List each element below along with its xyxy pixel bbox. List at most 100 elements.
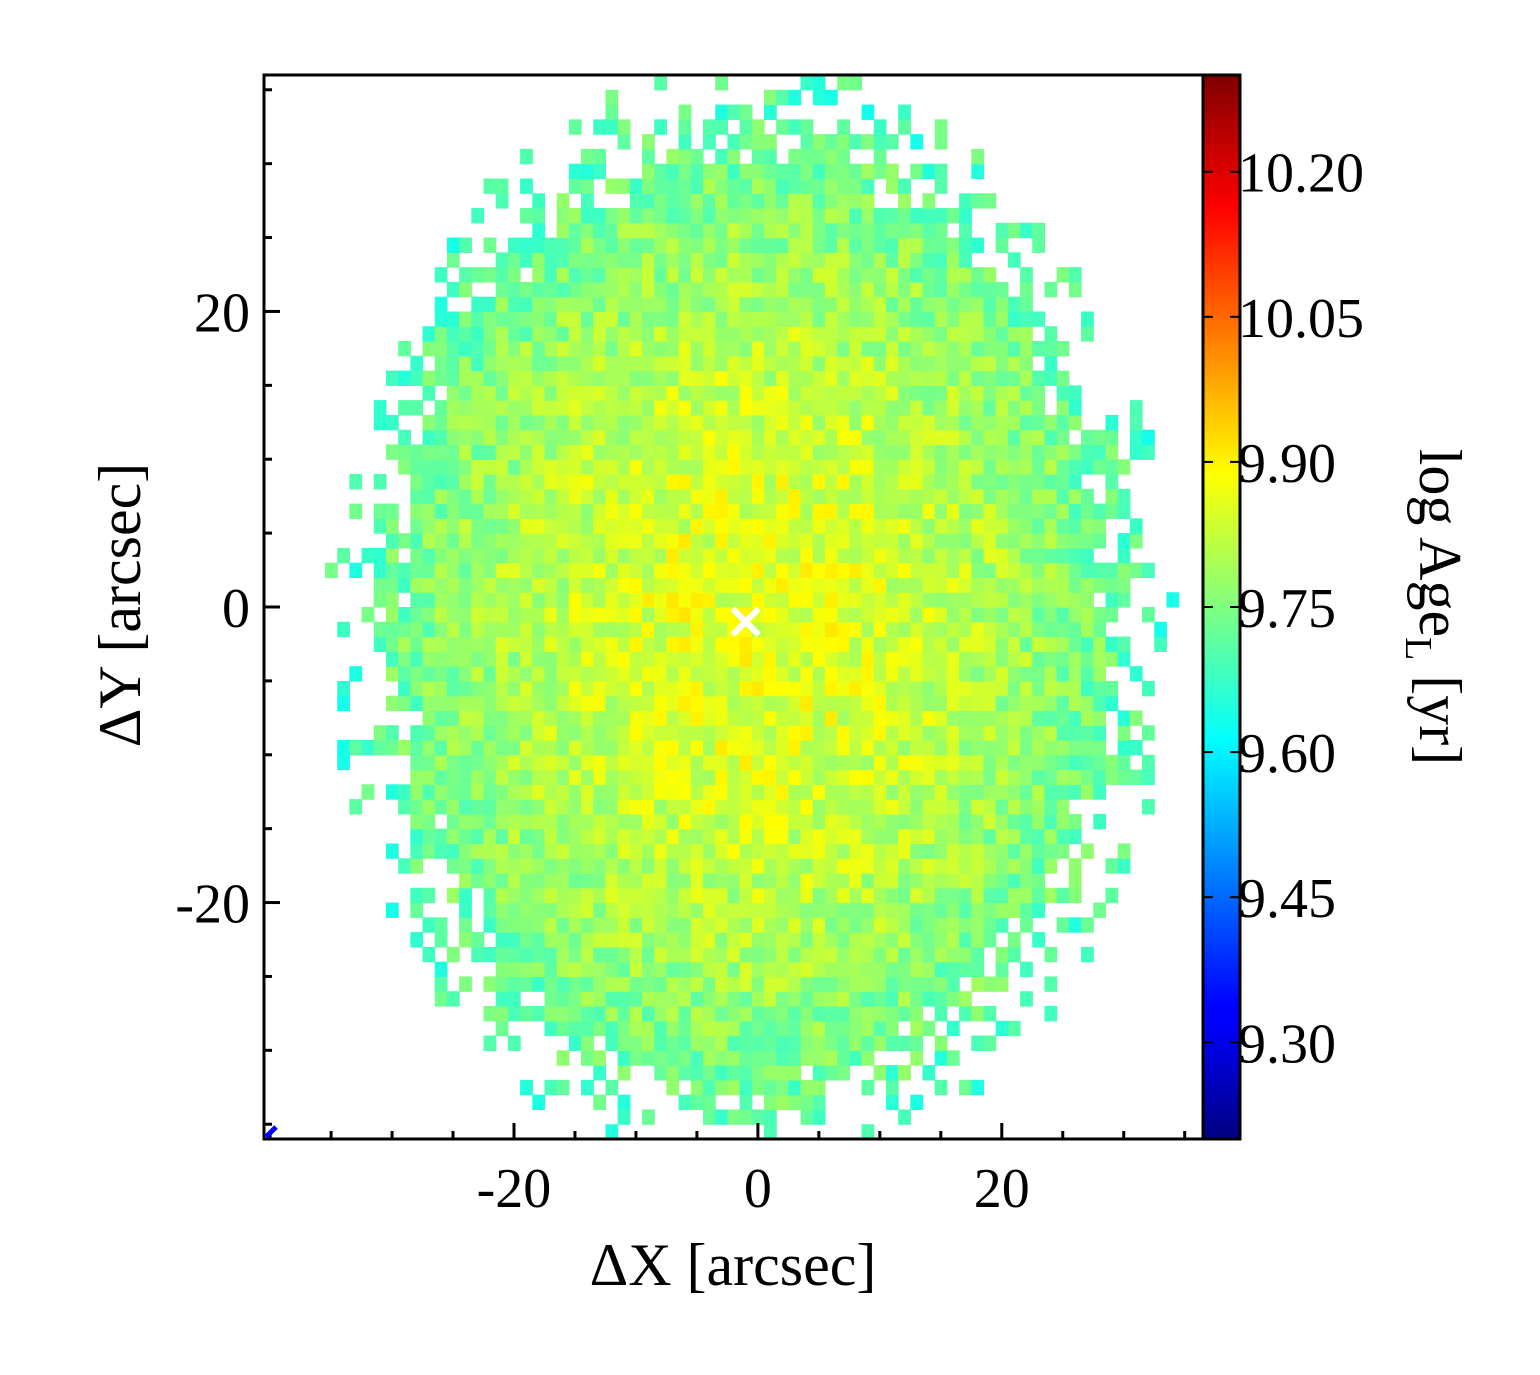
map-pixel <box>1142 769 1155 785</box>
map-pixel <box>581 385 594 401</box>
map-pixel <box>715 1006 728 1022</box>
map-pixel <box>983 518 997 534</box>
map-pixel <box>629 547 643 564</box>
map-pixel <box>812 621 826 638</box>
map-pixel <box>959 503 972 519</box>
map-pixel <box>654 946 668 963</box>
map-pixel <box>824 651 838 667</box>
map-pixel <box>788 222 802 239</box>
map-pixel <box>568 474 582 490</box>
map-pixel <box>385 740 399 756</box>
map-pixel <box>495 562 509 579</box>
map-pixel <box>812 326 826 342</box>
map-pixel <box>1032 400 1046 416</box>
map-pixel <box>483 414 497 431</box>
map-pixel <box>703 474 716 490</box>
map-pixel <box>959 577 972 593</box>
map-pixel <box>727 858 741 874</box>
map-pixel <box>617 134 631 150</box>
map-pixel <box>983 784 997 800</box>
map-pixel <box>934 710 948 726</box>
map-pixel <box>1056 474 1070 490</box>
map-pixel <box>568 1035 582 1051</box>
map-pixel <box>544 754 558 771</box>
map-pixel <box>410 651 424 667</box>
map-pixel <box>690 917 704 933</box>
map-pixel <box>385 621 399 638</box>
map-pixel <box>471 577 485 593</box>
map-pixel <box>568 769 582 785</box>
map-pixel <box>532 873 546 889</box>
map-pixel <box>629 193 643 209</box>
map-pixel <box>1044 592 1058 608</box>
map-pixel <box>739 311 753 327</box>
map-pixel <box>617 547 631 564</box>
map-pixel <box>873 503 887 519</box>
map-pixel <box>605 503 619 519</box>
map-pixel <box>800 799 814 815</box>
map-pixel <box>459 326 472 342</box>
map-pixel <box>800 134 814 150</box>
map-pixel <box>544 843 558 859</box>
map-pixel <box>690 740 704 756</box>
map-pixel <box>617 474 631 490</box>
map-pixel <box>959 725 972 741</box>
map-pixel <box>483 385 497 401</box>
map-pixel <box>446 887 460 904</box>
map-pixel <box>812 725 826 741</box>
map-pixel <box>581 1020 594 1037</box>
map-pixel <box>385 784 399 800</box>
map-pixel <box>995 400 1009 416</box>
map-pixel <box>1020 533 1033 549</box>
map-pixel <box>678 444 692 460</box>
map-pixel <box>642 946 655 963</box>
map-pixel <box>544 518 558 534</box>
map-pixel <box>751 843 765 859</box>
map-pixel <box>751 651 765 667</box>
map-pixel <box>678 621 692 638</box>
map-pixel <box>617 725 631 741</box>
map-pixel <box>1068 887 1082 904</box>
map-pixel <box>507 873 521 889</box>
map-pixel <box>678 296 692 313</box>
map-pixel <box>1105 577 1119 593</box>
map-pixel <box>885 902 899 918</box>
map-pixel <box>788 208 802 224</box>
map-pixel <box>642 991 655 1007</box>
map-pixel <box>678 1050 692 1066</box>
map-pixel <box>605 592 619 608</box>
map-pixel <box>983 695 997 712</box>
map-pixel <box>1020 503 1033 519</box>
map-pixel <box>544 946 558 963</box>
map-pixel <box>727 459 741 475</box>
map-pixel <box>495 311 509 327</box>
map-pixel <box>568 547 582 564</box>
map-pixel <box>581 1006 594 1022</box>
map-pixel <box>532 621 546 638</box>
map-pixel <box>934 400 948 416</box>
map-pixel <box>544 414 558 431</box>
map-pixel <box>678 281 692 298</box>
map-pixel <box>983 932 997 948</box>
map-pixel <box>910 1035 924 1051</box>
map-pixel <box>788 89 802 106</box>
map-pixel <box>544 444 558 460</box>
map-pixel <box>544 680 558 697</box>
map-pixel <box>666 843 680 859</box>
map-pixel <box>544 621 558 638</box>
map-pixel <box>593 695 607 712</box>
map-pixel <box>824 533 838 549</box>
map-pixel <box>861 355 875 372</box>
map-pixel <box>507 621 521 638</box>
map-pixel <box>995 341 1009 357</box>
map-pixel <box>934 533 948 549</box>
map-pixel <box>800 311 814 327</box>
map-pixel <box>532 961 546 978</box>
map-pixel <box>532 326 546 342</box>
map-pixel <box>983 474 997 490</box>
map-pixel <box>971 607 985 623</box>
map-pixel <box>959 607 972 623</box>
map-pixel <box>788 1079 802 1096</box>
map-pixel <box>410 902 424 918</box>
map-pixel <box>1007 488 1021 505</box>
